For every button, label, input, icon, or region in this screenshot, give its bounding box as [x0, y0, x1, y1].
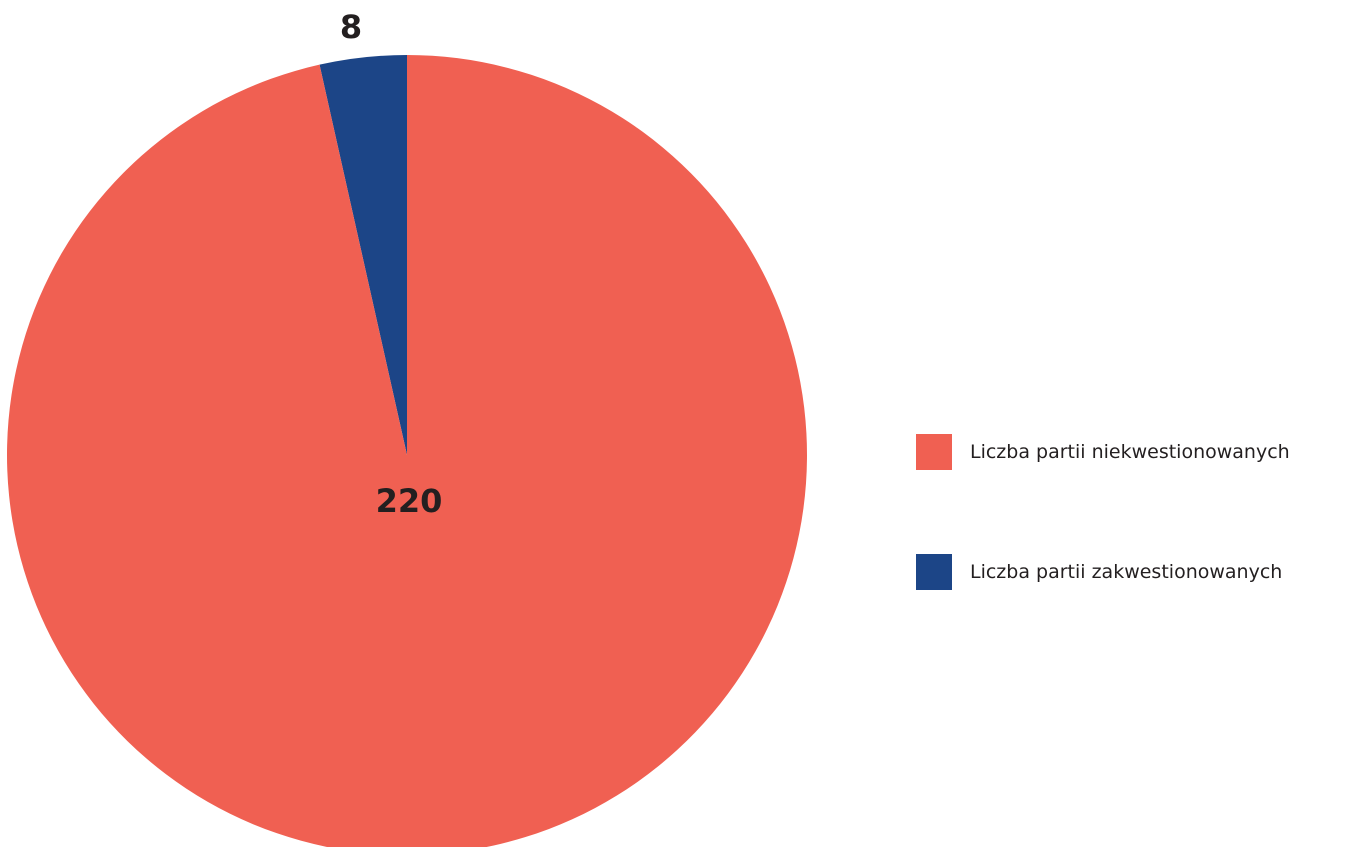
- legend-item-zakwestionowanych: Liczba partii zakwestionowanych: [916, 554, 1290, 590]
- legend-label-niekwestionowanych: Liczba partii niekwestionowanych: [970, 441, 1290, 463]
- pie-slice-niekwestionowanych: [7, 55, 807, 847]
- legend: Liczba partii niekwestionowanych Liczba …: [916, 434, 1290, 590]
- data-label-niekwestionowanych: 220: [376, 482, 443, 520]
- legend-swatch-zakwestionowanych: [916, 554, 952, 590]
- pie-slice-zakwestionowanych: [319, 55, 407, 455]
- legend-swatch-niekwestionowanych: [916, 434, 952, 470]
- legend-label-zakwestionowanych: Liczba partii zakwestionowanych: [970, 561, 1283, 583]
- pie-slices: [7, 55, 807, 847]
- data-label-zakwestionowanych: 8: [340, 8, 362, 46]
- legend-item-niekwestionowanych: Liczba partii niekwestionowanych: [916, 434, 1290, 470]
- pie-data-labels: 8 220: [340, 8, 443, 520]
